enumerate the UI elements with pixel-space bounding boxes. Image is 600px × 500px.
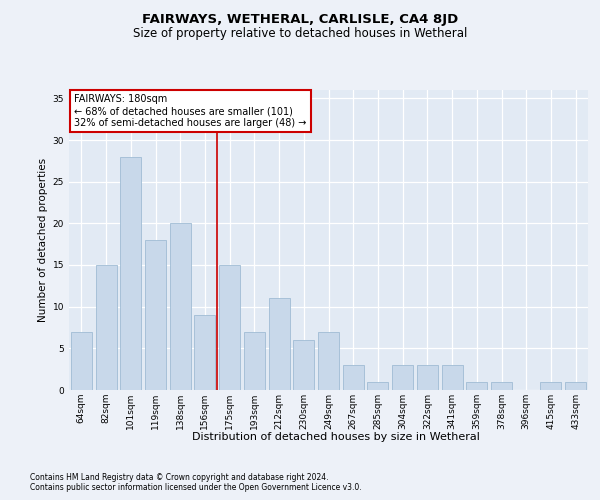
Bar [417, 365, 438, 390]
Text: FAIRWAYS, WETHERAL, CARLISLE, CA4 8JD: FAIRWAYS, WETHERAL, CARLISLE, CA4 8JD [142, 12, 458, 26]
Text: Distribution of detached houses by size in Wetheral: Distribution of detached houses by size … [192, 432, 480, 442]
Y-axis label: Number of detached properties: Number of detached properties [38, 158, 49, 322]
Text: Contains public sector information licensed under the Open Government Licence v3: Contains public sector information licen… [30, 484, 362, 492]
Bar [269, 298, 290, 390]
Bar [367, 382, 388, 390]
Bar [219, 265, 240, 390]
Text: Size of property relative to detached houses in Wetheral: Size of property relative to detached ho… [133, 28, 467, 40]
Bar [194, 315, 215, 390]
Text: Contains HM Land Registry data © Crown copyright and database right 2024.: Contains HM Land Registry data © Crown c… [30, 472, 329, 482]
Bar [145, 240, 166, 390]
Bar [541, 382, 562, 390]
Bar [491, 382, 512, 390]
Bar [318, 332, 339, 390]
Text: FAIRWAYS: 180sqm
← 68% of detached houses are smaller (101)
32% of semi-detached: FAIRWAYS: 180sqm ← 68% of detached house… [74, 94, 307, 128]
Bar [95, 265, 116, 390]
Bar [71, 332, 92, 390]
Bar [120, 156, 141, 390]
Bar [392, 365, 413, 390]
Bar [244, 332, 265, 390]
Bar [170, 224, 191, 390]
Bar [343, 365, 364, 390]
Bar [565, 382, 586, 390]
Bar [466, 382, 487, 390]
Bar [293, 340, 314, 390]
Bar [442, 365, 463, 390]
